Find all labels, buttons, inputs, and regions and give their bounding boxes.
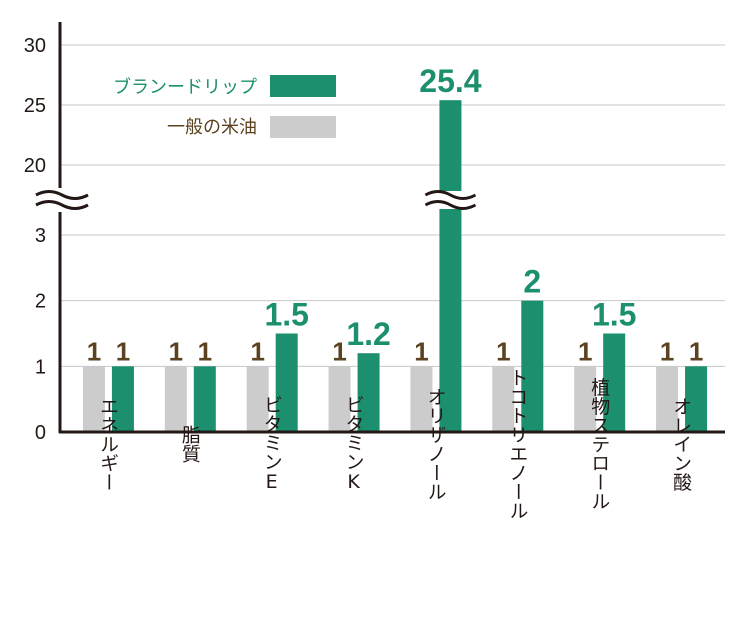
y-tick-label: 25 bbox=[24, 95, 46, 117]
category-label: 植物ステロール bbox=[588, 377, 610, 510]
y-tick-label: 1 bbox=[35, 356, 46, 378]
bar-general bbox=[246, 366, 269, 432]
value-label: 1 bbox=[116, 336, 130, 366]
category-label: エネルギー bbox=[97, 397, 119, 492]
y-tick-label: 2 bbox=[35, 291, 46, 313]
bars bbox=[82, 100, 708, 432]
legend-label-general: 一般の米油 bbox=[167, 117, 257, 138]
category-label: オリザノール bbox=[424, 387, 446, 501]
value-label: 1 bbox=[660, 336, 674, 366]
value-label: 1 bbox=[250, 336, 264, 366]
bar-brand bbox=[521, 300, 544, 432]
bar-general bbox=[492, 366, 515, 432]
y-tick-label: 3 bbox=[35, 225, 46, 247]
bar-general bbox=[164, 366, 187, 432]
value-label: 1 bbox=[87, 336, 101, 366]
break-wave bbox=[424, 190, 477, 200]
y-tick-labels: 0 1 2 3 20 25 30 bbox=[24, 35, 46, 444]
bar-brand bbox=[357, 353, 380, 432]
value-label: 1 bbox=[169, 336, 183, 366]
bar-brand bbox=[111, 366, 134, 432]
axes bbox=[35, 22, 725, 434]
break-gap bbox=[36, 191, 88, 209]
category-label: ビタミンE bbox=[261, 395, 283, 493]
value-label: 2 bbox=[523, 264, 541, 300]
legend-swatch-brand bbox=[270, 75, 336, 97]
value-label: 1 bbox=[332, 336, 346, 366]
axis-break-left bbox=[35, 190, 89, 210]
category-label: トコトリエノール bbox=[506, 368, 528, 520]
value-label: 1.2 bbox=[346, 316, 390, 352]
legend: ブランードリップ 一般の米油 bbox=[113, 75, 336, 138]
break-wave bbox=[35, 200, 89, 210]
value-label: 25.4 bbox=[419, 63, 481, 99]
value-label: 1 bbox=[198, 336, 212, 366]
break-gap bbox=[425, 191, 476, 209]
legend-label-brand: ブランードリップ bbox=[113, 76, 257, 98]
bar-brand bbox=[603, 333, 626, 432]
bar-general bbox=[410, 366, 433, 432]
break-wave bbox=[35, 190, 89, 200]
bar-general bbox=[328, 366, 351, 432]
value-label: 1 bbox=[414, 336, 428, 366]
category-labels: エネルギー 脂質 ビタミンE ビタミンK オリザノール トコトリエノール 植物ステロール オレ… bbox=[97, 368, 692, 520]
axis-break-bar bbox=[424, 190, 477, 210]
value-label: 1 bbox=[689, 336, 703, 366]
bar-brand bbox=[685, 366, 708, 432]
bar-brand bbox=[193, 366, 216, 432]
bar-brand bbox=[439, 100, 462, 432]
category-label: 脂質 bbox=[179, 425, 201, 463]
break-wave bbox=[424, 200, 477, 210]
value-label: 1.5 bbox=[592, 297, 636, 333]
value-label: 1.5 bbox=[264, 297, 308, 333]
value-label: 1 bbox=[496, 336, 510, 366]
y-tick-label: 20 bbox=[24, 155, 46, 177]
bar-general bbox=[574, 366, 597, 432]
y-tick-label: 0 bbox=[35, 422, 46, 444]
value-label: 1 bbox=[578, 336, 592, 366]
y-tick-label: 30 bbox=[24, 35, 46, 57]
bar-brand bbox=[275, 333, 298, 432]
category-label: オレイン酸 bbox=[670, 397, 692, 492]
legend-swatch-general bbox=[270, 116, 336, 138]
category-label: ビタミンK bbox=[343, 395, 365, 493]
bar-general bbox=[82, 366, 105, 432]
bar-general bbox=[656, 366, 679, 432]
